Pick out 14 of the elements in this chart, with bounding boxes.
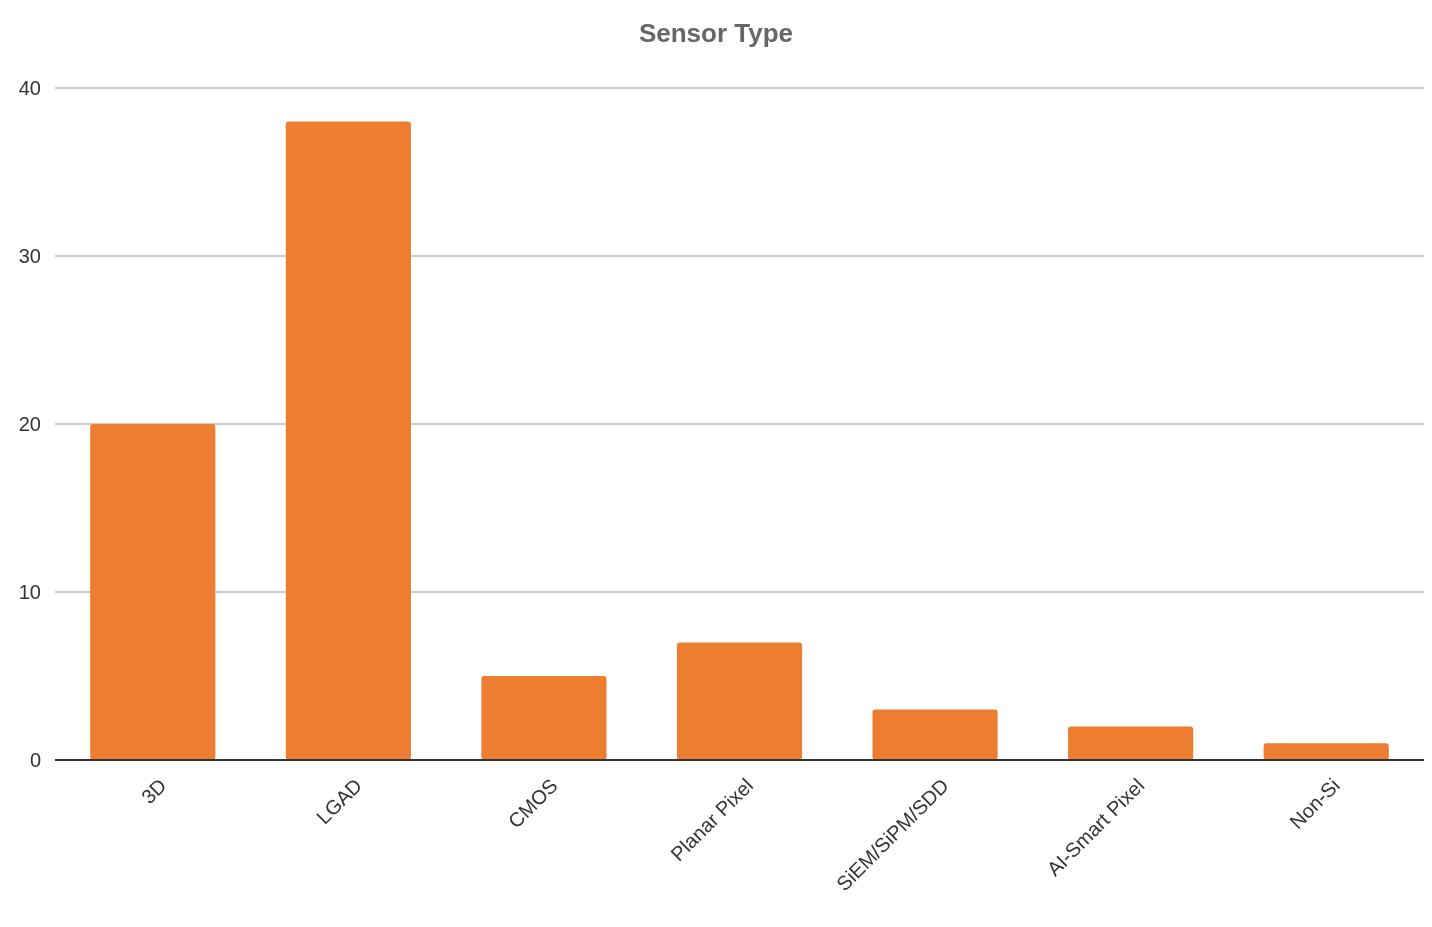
- y-tick-label: 20: [18, 413, 41, 435]
- y-tick-label: 0: [29, 749, 41, 771]
- bar: [676, 642, 803, 760]
- bar: [872, 709, 998, 760]
- x-tick-label: 3D: [136, 774, 171, 808]
- bar: [481, 676, 607, 760]
- bar: [90, 424, 216, 760]
- y-tick-label: 30: [18, 245, 41, 267]
- bar: [285, 121, 411, 760]
- bar: [1068, 726, 1194, 760]
- bar: [1263, 743, 1389, 760]
- chart-title: Sensor Type: [638, 18, 794, 48]
- y-tick-label: 10: [18, 581, 41, 603]
- y-tick-label: 40: [18, 77, 41, 99]
